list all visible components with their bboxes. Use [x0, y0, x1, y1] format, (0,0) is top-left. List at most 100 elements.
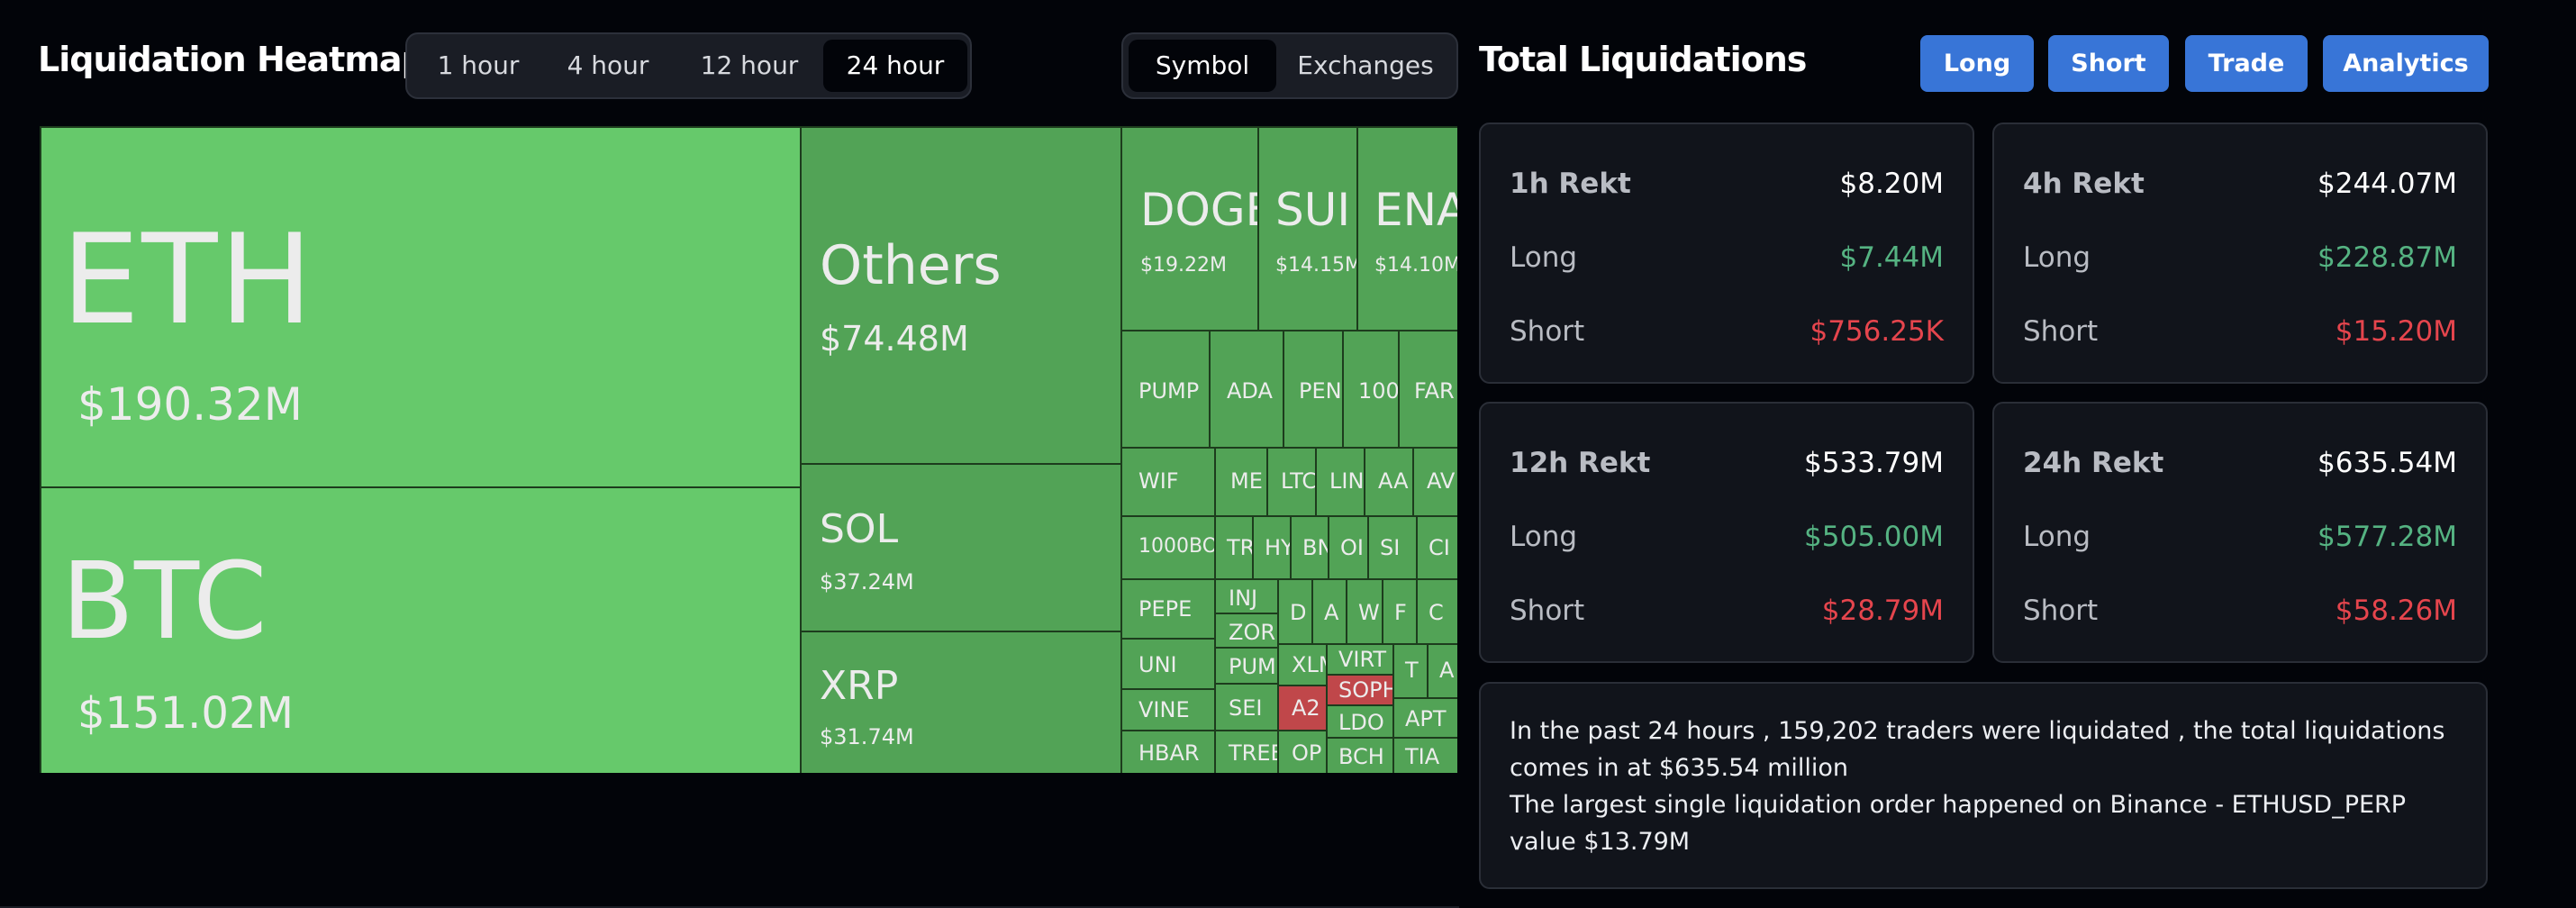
- page-title: Liquidation Heatmap: [38, 40, 426, 79]
- treemap-cell[interactable]: D: [1277, 578, 1313, 645]
- treemap-cell[interactable]: LTC: [1266, 447, 1317, 517]
- treemap-cell[interactable]: PEPE: [1120, 578, 1216, 640]
- tab-4-hour[interactable]: 4 hour: [567, 50, 649, 80]
- value-label: $14.15M: [1275, 254, 1358, 277]
- symbol-label: AV: [1427, 468, 1456, 494]
- treemap-cell[interactable]: A: [1427, 643, 1457, 699]
- symbol-label: PUMP: [1138, 378, 1200, 404]
- treemap-cell[interactable]: ADA: [1209, 330, 1284, 449]
- value-label: $37.24M: [820, 569, 914, 595]
- analytics-button[interactable]: Analytics: [2323, 35, 2489, 92]
- treemap-cell-others[interactable]: Others $74.48M: [800, 126, 1122, 465]
- symbol-label: W: [1358, 600, 1380, 625]
- tab-12-hour[interactable]: 12 hour: [700, 50, 799, 80]
- symbol-label: 100: [1358, 378, 1400, 404]
- treemap-cell[interactable]: INJ: [1214, 578, 1279, 614]
- tab-exchanges[interactable]: Exchanges: [1297, 50, 1434, 80]
- treemap-cell[interactable]: TR: [1214, 515, 1254, 580]
- liquidation-summary: In the past 24 hours , 159,202 traders w…: [1479, 682, 2488, 889]
- symbol-label: TREE: [1229, 740, 1279, 766]
- treemap-cell[interactable]: SI: [1367, 515, 1418, 580]
- value-label: $31.74M: [820, 724, 914, 749]
- symbol-label: ENA: [1374, 184, 1457, 236]
- treemap-cell[interactable]: HY: [1252, 515, 1292, 580]
- short-value: $15.20M: [2335, 315, 2457, 348]
- short-value: $756.25K: [1810, 315, 1944, 348]
- treemap-cell[interactable]: AA: [1364, 447, 1414, 517]
- treemap-cell[interactable]: F: [1382, 578, 1418, 645]
- symbol-label: BCH: [1338, 744, 1384, 769]
- trade-button[interactable]: Trade: [2185, 35, 2308, 92]
- divider: [0, 906, 1459, 908]
- treemap-cell-ena[interactable]: ENA $14.10M: [1356, 126, 1457, 331]
- symbol-label: XLM: [1292, 652, 1326, 677]
- treemap-cell[interactable]: ZOR: [1214, 613, 1279, 649]
- symbol-label: T: [1405, 658, 1419, 683]
- long-label: Long: [1510, 241, 1578, 274]
- symbol-label: ETH: [61, 207, 315, 352]
- treemap-cell-doge[interactable]: DOGE $19.22M: [1120, 126, 1259, 331]
- symbol-label: ADA: [1227, 378, 1273, 404]
- symbol-label: SI: [1380, 535, 1401, 560]
- short-label: Short: [2023, 315, 2099, 348]
- treemap-cell[interactable]: 100: [1342, 330, 1400, 449]
- treemap-cell[interactable]: AV: [1412, 447, 1457, 517]
- long-button[interactable]: Long: [1920, 35, 2034, 92]
- treemap-cell[interactable]: WIF: [1120, 447, 1216, 517]
- treemap-cell[interactable]: VIRT: [1326, 643, 1394, 676]
- treemap-cell[interactable]: A: [1311, 578, 1347, 645]
- treemap-cell[interactable]: HBAR: [1120, 730, 1216, 773]
- short-button[interactable]: Short: [2048, 35, 2169, 92]
- treemap-cell[interactable]: CI: [1416, 515, 1457, 580]
- treemap-cell[interactable]: TREE: [1214, 730, 1279, 773]
- treemap-cell[interactable]: OI: [1328, 515, 1369, 580]
- view-mode-selector: Symbol Exchanges: [1121, 32, 1458, 99]
- treemap-cell-sol[interactable]: SOL $37.24M: [800, 463, 1122, 632]
- value-label: $190.32M: [77, 378, 303, 431]
- treemap-cell[interactable]: XLM: [1277, 643, 1328, 686]
- tab-symbol[interactable]: Symbol: [1129, 40, 1276, 92]
- treemap-cell-btc[interactable]: BTC $151.02M: [40, 486, 802, 773]
- treemap-cell[interactable]: PEN: [1283, 330, 1344, 449]
- treemap-cell-short[interactable]: SOPH: [1326, 674, 1394, 706]
- symbol-label: LIN: [1329, 468, 1365, 494]
- tab-1-hour[interactable]: 1 hour: [437, 50, 520, 80]
- treemap-cell[interactable]: SEI: [1214, 683, 1279, 731]
- treemap-cell[interactable]: T: [1392, 643, 1429, 699]
- symbol-label: XRP: [820, 663, 899, 709]
- symbol-label: OP: [1292, 740, 1322, 766]
- treemap-cell[interactable]: LDO: [1326, 704, 1394, 739]
- treemap-cell[interactable]: BCH: [1326, 737, 1394, 773]
- long-label: Long: [2023, 241, 2091, 274]
- treemap-cell[interactable]: VINE: [1120, 688, 1216, 731]
- stat-total: $635.54M: [2317, 447, 2457, 479]
- value-label: $74.48M: [820, 319, 969, 359]
- short-label: Short: [2023, 595, 2099, 627]
- symbol-label: ME: [1230, 468, 1263, 494]
- symbol-label: ZOR: [1229, 620, 1276, 645]
- symbol-label: TR: [1227, 535, 1254, 560]
- treemap-cell[interactable]: W: [1346, 578, 1383, 645]
- treemap-cell-xrp[interactable]: XRP $31.74M: [800, 631, 1122, 773]
- symbol-label: WIF: [1138, 468, 1179, 494]
- short-value: $58.26M: [2335, 595, 2457, 627]
- treemap-cell[interactable]: APT: [1392, 697, 1457, 739]
- treemap-cell[interactable]: FAR: [1398, 330, 1457, 449]
- treemap-cell[interactable]: LIN: [1315, 447, 1365, 517]
- treemap-cell[interactable]: PUM: [1214, 647, 1279, 685]
- treemap-cell[interactable]: OP: [1277, 730, 1328, 773]
- treemap-cell[interactable]: C: [1416, 578, 1457, 645]
- stat-label: 1h Rekt: [1510, 168, 1631, 200]
- tab-24-hour[interactable]: 24 hour: [823, 40, 967, 92]
- treemap-cell[interactable]: ME: [1214, 447, 1268, 517]
- treemap-cell[interactable]: UNI: [1120, 638, 1216, 690]
- treemap-cell[interactable]: BN: [1290, 515, 1329, 580]
- symbol-label: D: [1290, 600, 1307, 625]
- treemap-cell-eth[interactable]: ETH $190.32M: [40, 126, 802, 488]
- treemap-cell[interactable]: 1000BO: [1120, 515, 1216, 580]
- treemap-cell[interactable]: TIA: [1392, 737, 1457, 773]
- short-value: $28.79M: [1821, 595, 1944, 627]
- treemap-cell[interactable]: PUMP: [1120, 330, 1211, 449]
- treemap-cell-short[interactable]: A2: [1277, 685, 1328, 731]
- treemap-cell-sui[interactable]: SUI $14.15M: [1257, 126, 1358, 331]
